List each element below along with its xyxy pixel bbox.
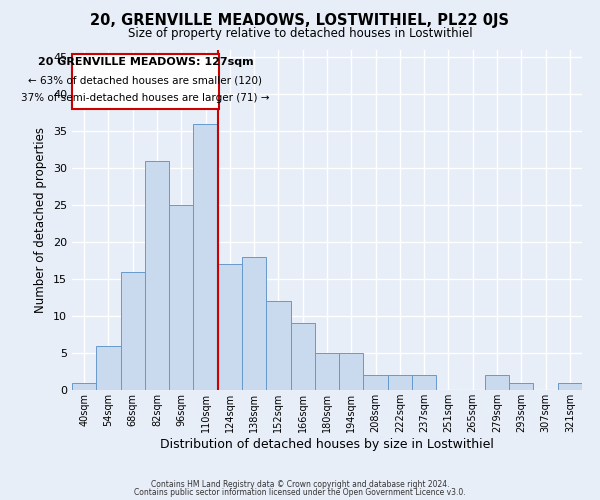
Bar bbox=[218, 264, 242, 390]
Bar bbox=[485, 375, 509, 390]
Bar bbox=[558, 382, 582, 390]
Text: ← 63% of detached houses are smaller (120): ← 63% of detached houses are smaller (12… bbox=[28, 76, 262, 86]
Text: Contains HM Land Registry data © Crown copyright and database right 2024.: Contains HM Land Registry data © Crown c… bbox=[151, 480, 449, 489]
Bar bbox=[388, 375, 412, 390]
Text: Size of property relative to detached houses in Lostwithiel: Size of property relative to detached ho… bbox=[128, 28, 472, 40]
FancyBboxPatch shape bbox=[72, 54, 219, 109]
Text: Contains public sector information licensed under the Open Government Licence v3: Contains public sector information licen… bbox=[134, 488, 466, 497]
Text: 20, GRENVILLE MEADOWS, LOSTWITHIEL, PL22 0JS: 20, GRENVILLE MEADOWS, LOSTWITHIEL, PL22… bbox=[91, 12, 509, 28]
Bar bbox=[193, 124, 218, 390]
Bar bbox=[145, 161, 169, 390]
Bar bbox=[72, 382, 96, 390]
Bar bbox=[509, 382, 533, 390]
Bar bbox=[121, 272, 145, 390]
Bar bbox=[339, 353, 364, 390]
Bar bbox=[169, 205, 193, 390]
Bar bbox=[290, 324, 315, 390]
Text: 37% of semi-detached houses are larger (71) →: 37% of semi-detached houses are larger (… bbox=[21, 93, 270, 103]
Bar bbox=[96, 346, 121, 390]
Y-axis label: Number of detached properties: Number of detached properties bbox=[34, 127, 47, 313]
Bar bbox=[412, 375, 436, 390]
Bar bbox=[364, 375, 388, 390]
Text: 20 GRENVILLE MEADOWS: 127sqm: 20 GRENVILLE MEADOWS: 127sqm bbox=[38, 58, 253, 68]
Bar bbox=[242, 257, 266, 390]
X-axis label: Distribution of detached houses by size in Lostwithiel: Distribution of detached houses by size … bbox=[160, 438, 494, 451]
Bar bbox=[266, 302, 290, 390]
Bar bbox=[315, 353, 339, 390]
